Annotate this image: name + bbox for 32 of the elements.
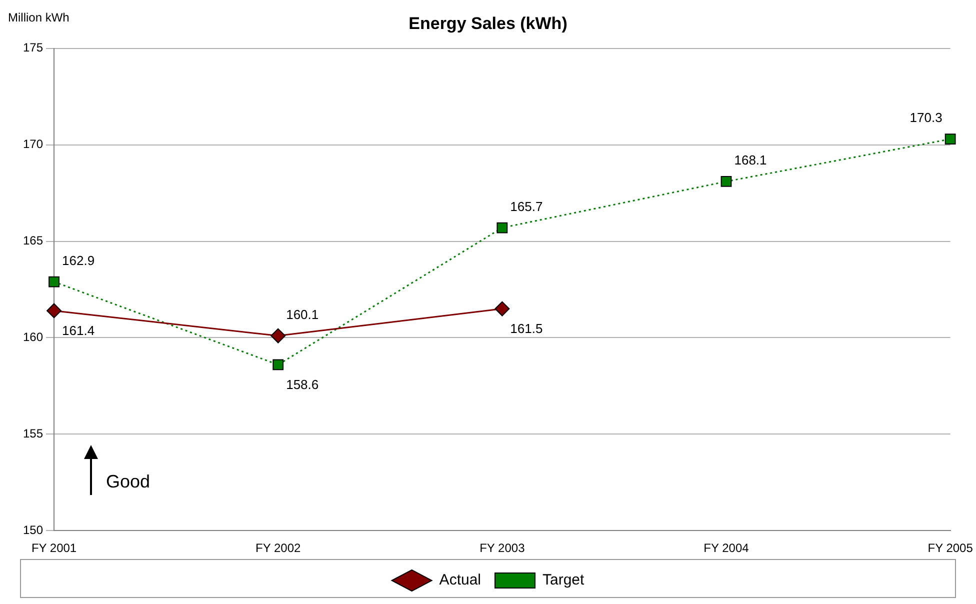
point xyxy=(494,301,510,316)
data-label: 161.4 xyxy=(62,322,95,338)
x-tick-label: FY 2002 xyxy=(256,541,301,556)
point xyxy=(46,303,62,318)
x-tick-label: FY 2004 xyxy=(704,541,750,556)
chart-title: Energy Sales (kWh) xyxy=(408,14,568,33)
point xyxy=(496,222,508,234)
data-label: 162.9 xyxy=(62,252,95,268)
y-tick-label: 175 xyxy=(22,40,44,55)
data-label: 170.3 xyxy=(910,110,942,126)
y-axis-title: Million kWh xyxy=(8,10,70,24)
y-tick-label: 155 xyxy=(22,426,44,440)
y-tick-label: 165 xyxy=(22,234,44,248)
data-label: 161.5 xyxy=(510,320,543,336)
point xyxy=(944,134,956,145)
point xyxy=(48,276,60,288)
x-tick-label: FY 2005 xyxy=(928,541,974,556)
data-label: 158.6 xyxy=(286,376,319,392)
x-tick-label: FY 2001 xyxy=(31,541,77,556)
data-label: 168.1 xyxy=(734,152,767,168)
point xyxy=(270,328,286,344)
legend-label: Actual xyxy=(439,572,482,589)
y-tick-label: 160 xyxy=(22,330,44,344)
annotation: Good xyxy=(106,472,150,492)
data-label: 160.1 xyxy=(286,306,319,322)
y-tick-label: 150 xyxy=(22,522,44,537)
point xyxy=(272,359,284,370)
legend-label: Target xyxy=(542,572,586,589)
x-tick-label: FY 2003 xyxy=(480,541,526,556)
point xyxy=(720,176,732,187)
data-label: 165.7 xyxy=(510,198,543,214)
y-tick-label: 170 xyxy=(22,137,44,152)
